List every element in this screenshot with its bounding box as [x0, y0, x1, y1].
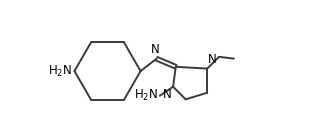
Text: N: N [163, 88, 172, 102]
Text: N: N [151, 43, 160, 56]
Text: H$_2$N: H$_2$N [134, 88, 158, 103]
Text: H$_2$N: H$_2$N [48, 64, 72, 79]
Text: N: N [208, 53, 217, 66]
